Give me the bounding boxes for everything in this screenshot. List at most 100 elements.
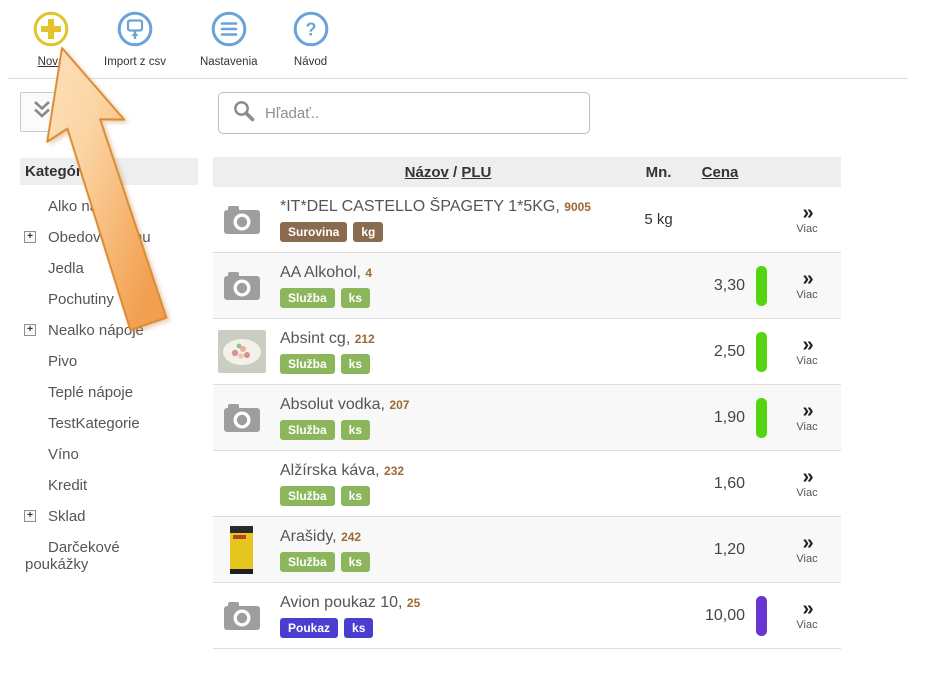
camera-placeholder-icon	[223, 206, 260, 234]
sidebar-category-item[interactable]: Teplé nápoje	[20, 377, 198, 408]
double-chevron-right-icon: »	[802, 268, 813, 290]
product-plu: 242	[341, 529, 362, 544]
sidebar-category-item[interactable]: Jedla	[20, 253, 198, 284]
category-label: Nealko nápoje	[48, 322, 144, 339]
status-bar-cell	[749, 595, 773, 636]
sidebar-category-item[interactable]: + Obedové menu	[20, 222, 198, 253]
product-tag-badge: ks	[340, 551, 371, 572]
viac-link[interactable]: » Viac	[773, 335, 841, 367]
category-label: Kredit	[48, 477, 88, 494]
product-tag-badge: ks	[340, 419, 371, 440]
viac-link[interactable]: » Viac	[773, 599, 841, 631]
viac-link[interactable]: » Viac	[773, 467, 841, 499]
sidebar-category-item[interactable]: TestKategorie	[20, 408, 198, 439]
sidebar-category-item[interactable]: + Nealko nápoje	[20, 315, 198, 346]
toolbar-button-label: Nastavenia	[199, 56, 258, 68]
viac-link[interactable]: » Viac	[773, 268, 841, 301]
collapse-categories-button[interactable]	[20, 92, 64, 132]
status-color-bar	[755, 331, 767, 372]
viac-link[interactable]: » Viac	[773, 532, 841, 565]
sort-by-name-link[interactable]: Názov	[404, 163, 449, 181]
product-plu: 207	[389, 397, 410, 412]
category-label: Pochutiny	[48, 291, 114, 308]
expand-plus-icon[interactable]: +	[24, 510, 36, 522]
product-price: 1,60	[713, 474, 745, 492]
product-row[interactable]: Avion poukaz 10, 25 Poukaz ks 10,00 » Viac	[213, 583, 841, 649]
search-box	[218, 92, 590, 134]
sidebar-category-item[interactable]: Darčekové poukážky	[20, 532, 155, 580]
product-price: 1,90	[713, 408, 745, 426]
sidebar-category-item[interactable]: Pivo	[20, 346, 198, 377]
product-plu: 4	[365, 265, 373, 280]
product-tag-badge: ks	[344, 617, 374, 638]
sidebar-category-item[interactable]: Kredit	[20, 470, 198, 501]
product-tags: Služba ks	[280, 419, 626, 440]
help-button[interactable]: ? Návod	[292, 10, 330, 68]
status-bar-cell	[749, 331, 773, 372]
viac-label: Viac	[796, 421, 818, 433]
product-name: Absolut vodka,	[280, 395, 390, 413]
sidebar-category-item[interactable]: + Sklad	[20, 501, 198, 532]
double-chevron-down-icon	[30, 99, 54, 126]
import-csv-button[interactable]: Import z csv	[104, 10, 166, 68]
viac-label: Viac	[796, 289, 818, 301]
toolbar-button-label: Import z csv	[104, 56, 166, 68]
product-row[interactable]: AA Alkohol, 4 Služba ks 3,30 » Viac	[213, 253, 841, 319]
product-image-cell	[213, 270, 270, 301]
product-row[interactable]: Arašidy, 242 Služba ks 1,20 » Viac	[213, 517, 841, 583]
sidebar-list: Alko nápoje + Obedové menu Jedla Pochutiny + N…	[20, 191, 198, 580]
category-label: TestKategorie	[48, 415, 140, 432]
product-price: 1,20	[713, 540, 745, 558]
settings-button[interactable]: Nastavenia	[200, 10, 258, 68]
product-photo	[230, 525, 253, 574]
categories-title: Kategórie	[20, 158, 198, 185]
category-label: Obedové menu	[48, 229, 151, 246]
product-quantity: 5 kg	[644, 210, 673, 228]
camera-placeholder-icon	[223, 404, 260, 432]
product-row[interactable]: Absolut vodka, 207 Služba ks 1,90 » Viac	[213, 385, 841, 451]
expand-plus-icon[interactable]: +	[24, 231, 36, 243]
viac-link[interactable]: » Viac	[773, 401, 841, 433]
search-icon	[232, 99, 255, 127]
sort-by-plu-link[interactable]: PLU	[461, 163, 492, 181]
product-name: Alžírska káva,	[280, 461, 385, 479]
toolbar: Nová Import z csv	[8, 0, 908, 79]
product-plu: 25	[406, 595, 421, 610]
search-input[interactable]	[265, 104, 589, 122]
status-color-bar	[755, 595, 767, 636]
product-tag-badge: Služba	[280, 551, 335, 572]
product-image-cell	[213, 330, 270, 373]
product-plu: 212	[354, 331, 375, 346]
category-label: Jedla	[48, 260, 84, 277]
product-price: 3,30	[713, 276, 745, 294]
sort-by-price-link[interactable]: Cena	[701, 163, 739, 181]
product-name: AA Alkohol,	[280, 263, 366, 281]
sidebar-category-item[interactable]: Alko nápoje	[20, 191, 198, 222]
product-tag-badge: Služba	[280, 287, 335, 308]
viac-label: Viac	[796, 487, 818, 499]
sidebar-category-item[interactable]: Víno	[20, 439, 198, 470]
product-tags: Služba ks	[280, 551, 626, 572]
product-name-cell: Arašidy, 242 Služba ks	[270, 528, 626, 572]
menu-lines-icon	[210, 10, 248, 53]
product-row[interactable]: Absint cg, 212 Služba ks 2,50 » Viac	[213, 319, 841, 385]
product-image-cell	[213, 402, 270, 433]
status-color-bar	[755, 397, 767, 438]
product-tag-badge: Poukaz	[280, 617, 339, 638]
product-row[interactable]: *IT*DEL CASTELLO ŠPAGETY 1*5KG, 9005 Suro…	[213, 187, 841, 253]
new-product-button[interactable]: Nová	[32, 10, 70, 68]
double-chevron-right-icon: »	[802, 532, 813, 554]
product-name-cell: Alžírska káva, 232 Služba ks	[270, 462, 626, 506]
product-photo	[217, 330, 266, 373]
sidebar-category-item[interactable]: Pochutiny	[20, 284, 198, 315]
svg-text:?: ?	[305, 20, 316, 40]
product-tag-badge: Služba	[280, 485, 335, 506]
viac-link[interactable]: » Viac	[773, 203, 841, 235]
expand-plus-icon[interactable]: +	[24, 324, 36, 336]
product-tags: Surovina kg	[280, 221, 626, 242]
product-row[interactable]: Alžírska káva, 232 Služba ks 1,60 » Viac	[213, 451, 841, 517]
products-table: Názov / PLU Mn. Cena *IT*DEL CASTELLO ŠP…	[213, 157, 841, 649]
categories-sidebar: Kategórie Alko nápoje + Obedové menu Jedla P…	[20, 158, 198, 580]
product-name-cell: *IT*DEL CASTELLO ŠPAGETY 1*5KG, 9005 Suro…	[270, 198, 626, 242]
name-column-header: Názov / PLU	[270, 164, 626, 181]
